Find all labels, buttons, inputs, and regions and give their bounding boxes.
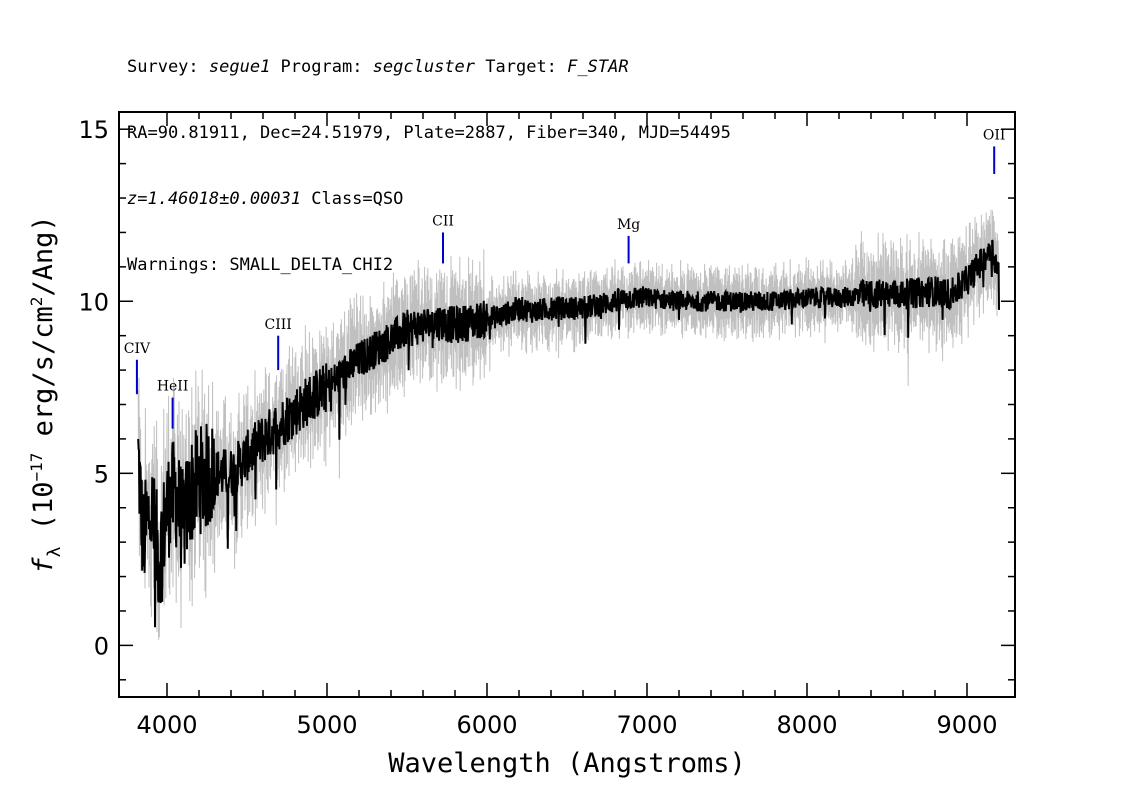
error-band	[137, 209, 1000, 640]
redshift-value: z=1.46018±0.00031	[127, 189, 301, 209]
class-value: Class=QSO	[301, 189, 404, 209]
x-tick-label: 4000	[136, 711, 197, 739]
y-tick-label: 10	[78, 288, 109, 316]
header-line-1: Survey: segue1 Program: segcluster Targe…	[127, 56, 731, 78]
flux-layer	[137, 239, 1000, 628]
plot-frame	[118, 111, 1016, 698]
y-tick-label: 0	[94, 632, 109, 660]
line-marker-label-ciii: CIII	[265, 317, 292, 333]
flux-series-line	[137, 239, 1000, 628]
y-tick-label: 15	[78, 116, 109, 144]
y-axis-title-part: −17	[27, 453, 46, 482]
line-marker-label-mg: Mg	[617, 217, 640, 233]
y-tick-label: 5	[94, 460, 109, 488]
y-axis-title-part: (10	[28, 482, 59, 547]
x-tick-label: 5000	[296, 711, 357, 739]
y-axis-title-part: 2	[27, 297, 46, 307]
line-markers-layer: CIV HeII CIII CII Mg OII	[124, 128, 1006, 429]
y-axis-title: fλ (10−17 erg/s/cm2/Ang)	[27, 215, 65, 573]
spectrum-header: Survey: segue1 Program: segcluster Targe…	[127, 12, 731, 298]
x-tick-label: 7000	[616, 711, 677, 739]
header-line-4: Warnings: SMALL_DELTA_CHI2	[127, 255, 394, 275]
y-axis-title-part: /Ang)	[28, 215, 59, 296]
line-marker-label-heii: HeII	[157, 379, 189, 395]
target-label: Target:	[475, 57, 568, 77]
program-value: segcluster	[372, 57, 476, 77]
target-value: F_STAR	[567, 57, 629, 77]
error-band-layer	[137, 209, 1000, 640]
survey-label: Survey:	[127, 57, 209, 77]
survey-value: segue1	[208, 57, 271, 77]
line-marker-label-cii: CII	[432, 214, 454, 230]
x-tick-label: 6000	[456, 711, 517, 739]
header-line-2: RA=90.81911, Dec=24.51979, Plate=2887, F…	[127, 123, 731, 143]
program-label: Program:	[270, 57, 373, 77]
x-tick-label: 8000	[776, 711, 837, 739]
y-axis-title-part: erg/s/cm	[28, 306, 59, 452]
x-tick-label: 9000	[936, 711, 997, 739]
x-axis-title: Wavelength (Angstroms)	[388, 748, 746, 779]
header-line-3: z=1.46018±0.00031 Class=QSO	[127, 188, 731, 210]
y-axis-title-part: λ	[44, 546, 65, 557]
axes-layer: 4000 5000 6000 7000 8000 9000 0 5 10 15	[78, 111, 1016, 739]
line-marker-label-oii: OII	[983, 128, 1006, 144]
y-axis-title-part: f	[28, 557, 59, 574]
line-marker-label-civ: CIV	[124, 341, 151, 357]
